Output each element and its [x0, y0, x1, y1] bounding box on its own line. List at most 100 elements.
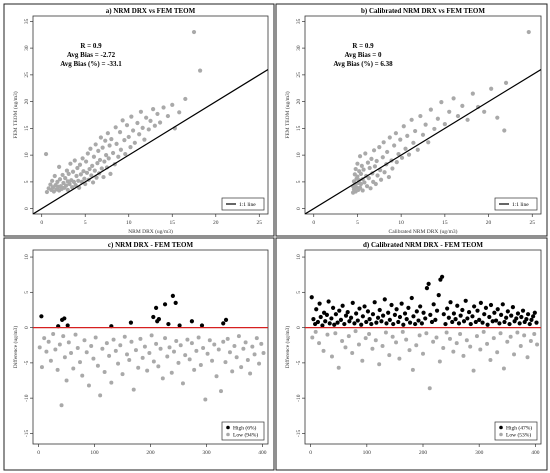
low-point: [370, 346, 375, 351]
high-point: [365, 309, 371, 314]
data-point: [135, 120, 140, 126]
data-point: [358, 181, 364, 187]
high-point: [402, 311, 408, 316]
y-tick-label: 5: [296, 180, 302, 183]
data-point: [52, 173, 57, 179]
high-point: [318, 314, 323, 320]
high-point: [384, 321, 389, 326]
data-point: [364, 184, 370, 189]
y-axis-label: Difference (ug/m3): [12, 326, 19, 369]
y-tick-label: 30: [24, 45, 30, 51]
high-point: [386, 310, 391, 315]
low-point: [147, 350, 152, 355]
high-point: [413, 321, 418, 327]
high-point: [458, 313, 463, 318]
low-point: [261, 350, 266, 355]
data-point: [64, 168, 70, 173]
data-point: [118, 147, 124, 152]
x-tick-label: 20: [486, 220, 492, 226]
y-tick-label: 20: [24, 99, 30, 105]
one-to-one-line: [33, 69, 268, 214]
data-point: [381, 140, 386, 145]
high-point: [520, 308, 526, 313]
data-point: [117, 130, 123, 135]
data-point: [148, 118, 153, 123]
data-point: [495, 115, 500, 120]
high-point: [517, 321, 522, 326]
low-point: [198, 362, 203, 367]
high-point: [406, 305, 411, 310]
x-tick-label: 5: [356, 220, 359, 226]
low-point: [122, 334, 127, 339]
x-tick-label: 25: [257, 220, 263, 226]
high-point: [429, 319, 435, 325]
x-tick-label: 200: [146, 450, 155, 456]
data-point: [80, 156, 85, 161]
low-point: [234, 355, 239, 360]
low-point: [343, 345, 348, 350]
high-point: [394, 307, 399, 312]
low-point: [340, 339, 345, 344]
legend-entry-low: Low (53%): [506, 432, 531, 439]
high-point: [480, 320, 485, 325]
data-point: [88, 146, 93, 151]
x-tick-label: 0: [37, 450, 40, 456]
low-point: [129, 339, 134, 344]
high-point: [460, 307, 465, 313]
high-point: [492, 310, 497, 315]
legend-entry-low: Low (94%): [233, 432, 258, 439]
high-point: [372, 300, 377, 305]
low-point: [149, 333, 154, 338]
high-point: [475, 308, 480, 313]
low-point: [189, 341, 194, 346]
data-point: [353, 166, 358, 172]
data-point: [101, 174, 106, 180]
x-tick-label: 100: [363, 450, 372, 456]
low-point: [498, 331, 503, 336]
data-point: [390, 166, 395, 171]
low-point: [239, 365, 244, 370]
data-point: [122, 138, 127, 143]
high-point: [156, 317, 161, 322]
data-point: [411, 140, 416, 145]
data-point: [74, 173, 79, 179]
data-point: [406, 152, 412, 157]
high-point: [423, 316, 428, 321]
data-point: [401, 124, 406, 129]
high-point: [348, 315, 354, 320]
low-point: [140, 355, 145, 360]
data-point: [128, 145, 133, 150]
data-point: [100, 145, 105, 150]
low-point: [44, 349, 49, 354]
high-point: [527, 321, 532, 327]
low-point: [321, 348, 326, 353]
y-tick-label: 20: [296, 99, 302, 105]
high-point: [39, 314, 44, 319]
low-point: [329, 354, 334, 359]
x-tick-label: 15: [442, 220, 448, 226]
low-point: [474, 334, 479, 339]
y-tick-label: 30: [296, 45, 302, 51]
high-point: [431, 302, 436, 307]
high-point: [483, 305, 489, 310]
data-point: [44, 189, 50, 195]
high-point: [515, 311, 521, 316]
y-tick-label: 5: [296, 291, 302, 294]
high-point: [504, 315, 509, 320]
high-point: [359, 322, 364, 327]
data-point: [66, 171, 71, 176]
high-point: [433, 317, 438, 322]
data-point: [63, 176, 68, 181]
low-point: [160, 376, 165, 381]
low-point: [46, 339, 51, 344]
high-point: [514, 316, 519, 321]
high-point: [347, 319, 352, 324]
low-point: [100, 346, 105, 351]
low-point: [535, 342, 540, 347]
low-point: [444, 330, 449, 335]
data-point: [394, 159, 399, 165]
low-point: [254, 336, 259, 341]
x-tick-label: 100: [90, 450, 99, 456]
low-point: [481, 329, 486, 334]
y-tick-label: -15: [296, 430, 302, 438]
